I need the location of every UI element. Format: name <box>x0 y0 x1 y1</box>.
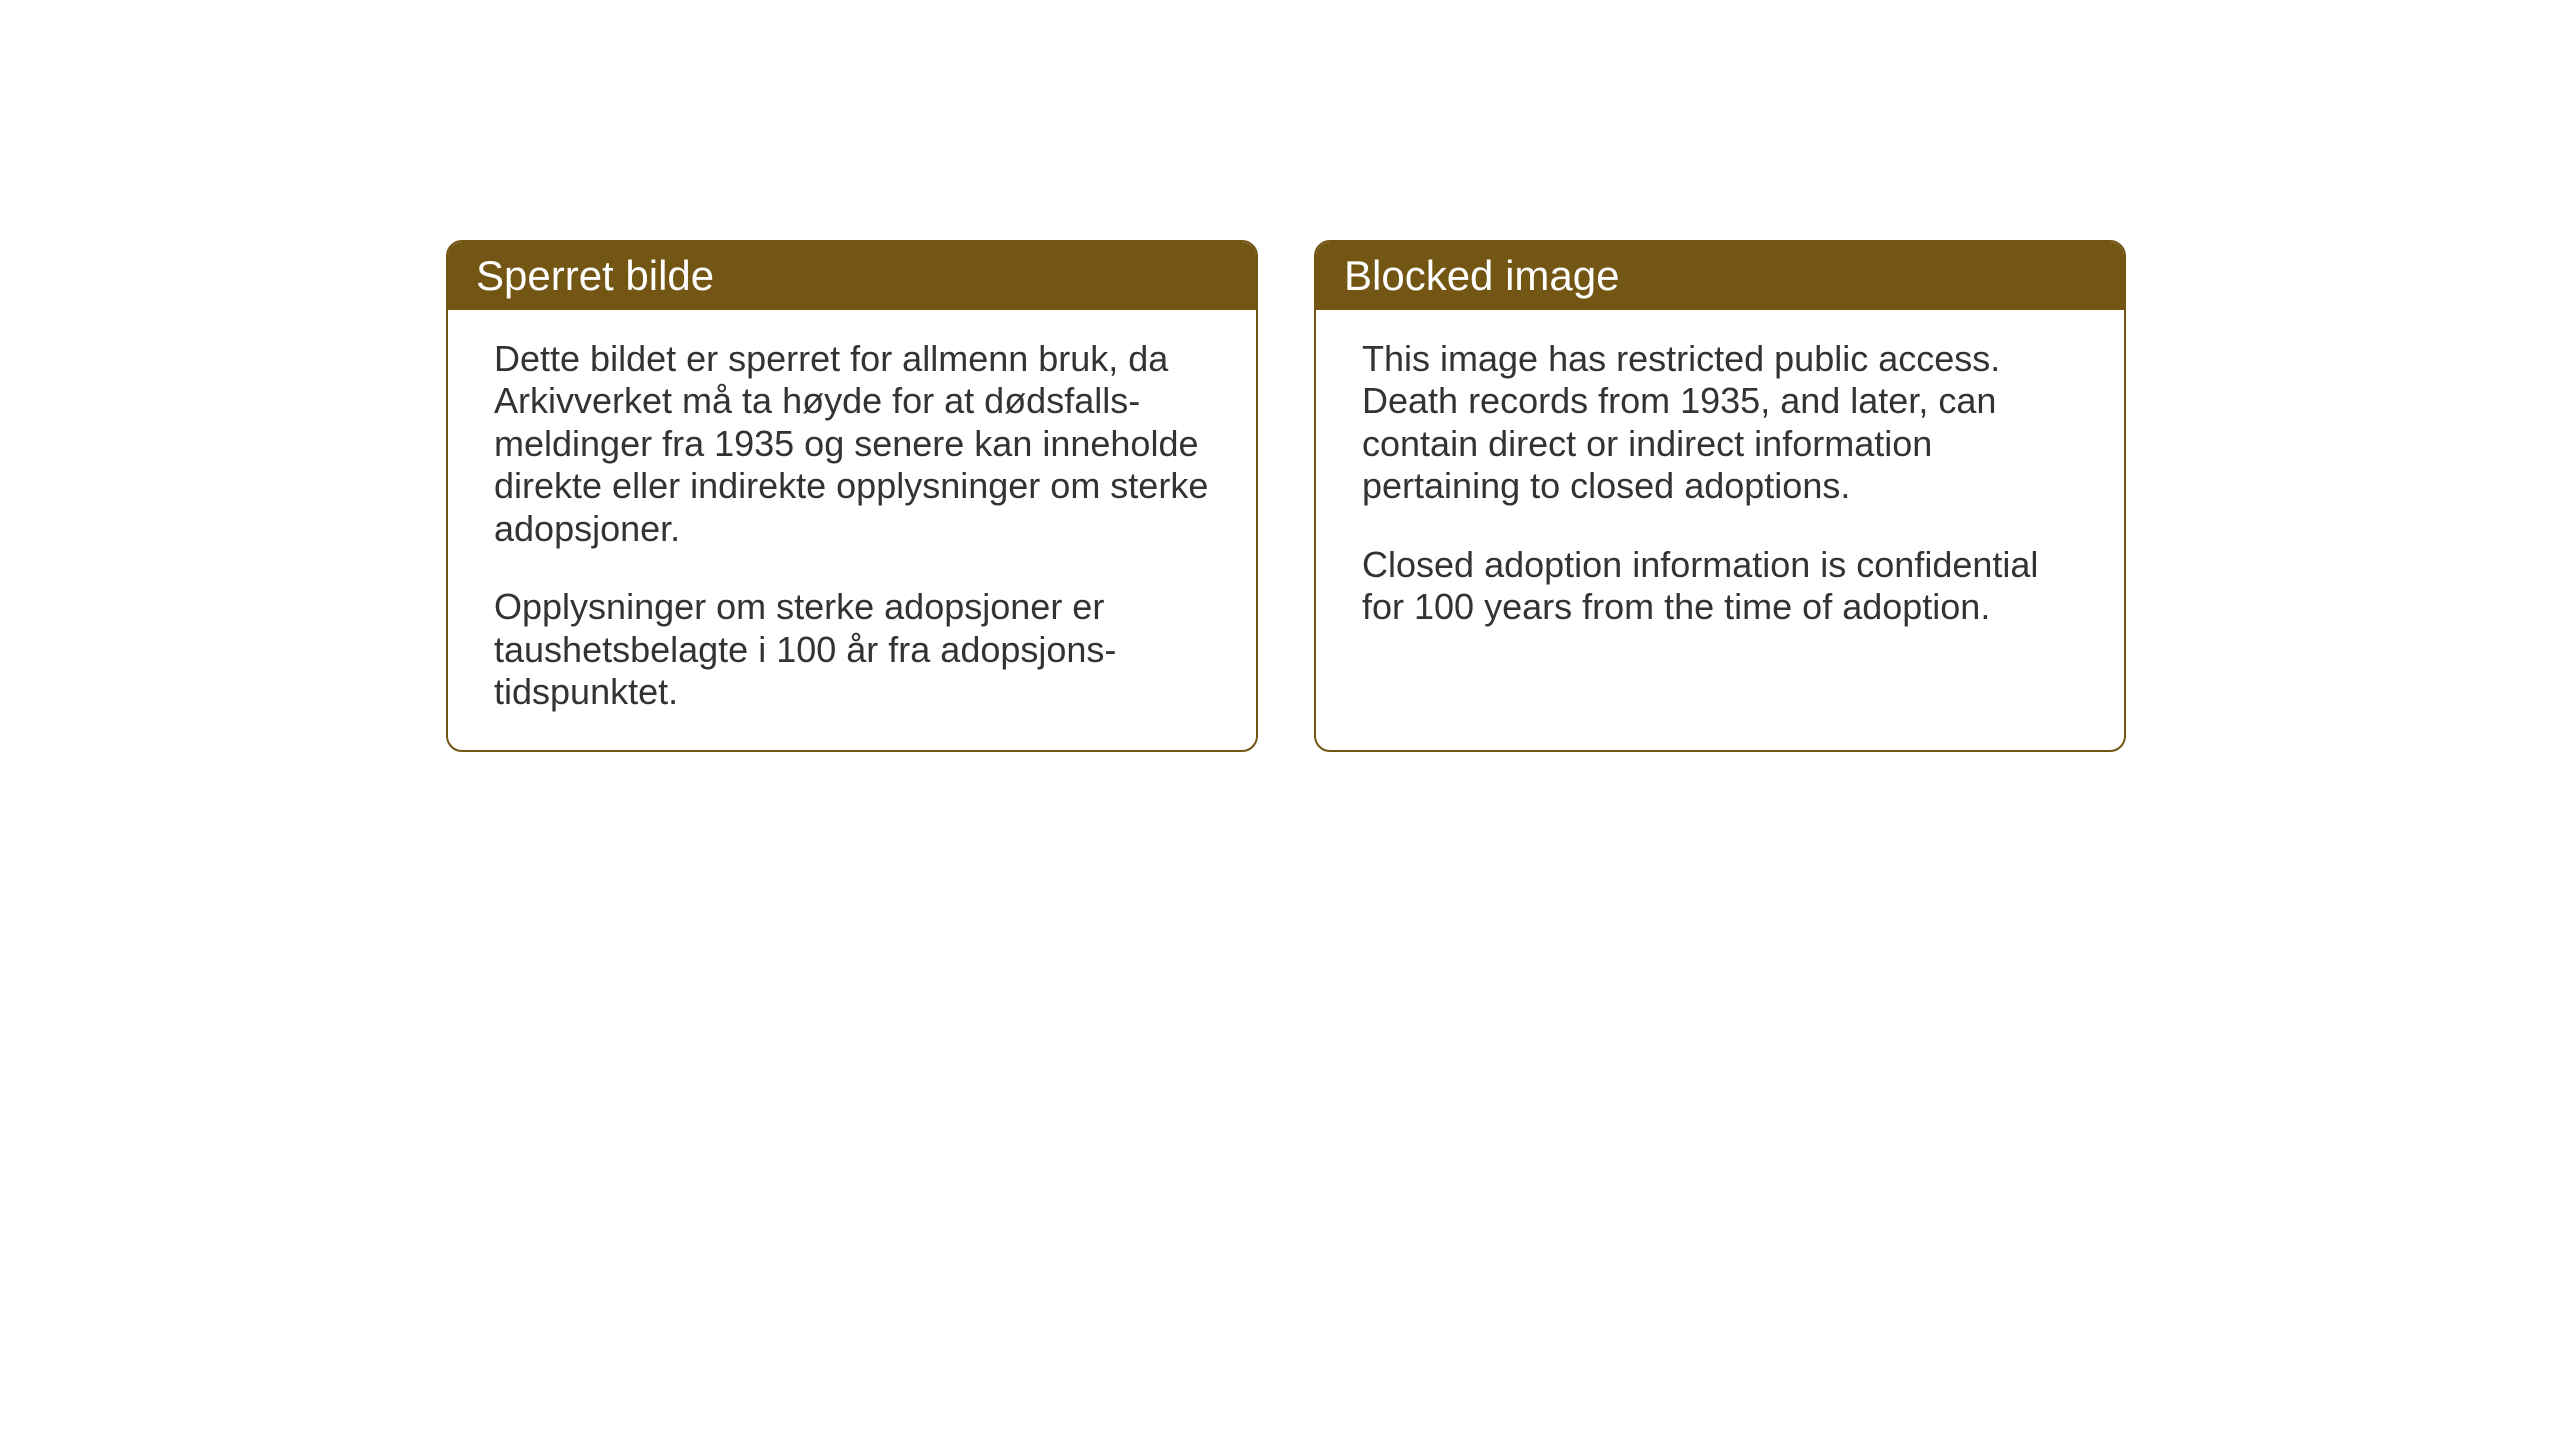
notice-container: Sperret bilde Dette bildet er sperret fo… <box>446 240 2126 752</box>
card-body-norwegian: Dette bildet er sperret for allmenn bruk… <box>448 310 1256 750</box>
card-body-english: This image has restricted public access.… <box>1316 310 2124 665</box>
card-header-norwegian: Sperret bilde <box>448 242 1256 310</box>
card-title-norwegian: Sperret bilde <box>476 252 714 299</box>
notice-card-norwegian: Sperret bilde Dette bildet er sperret fo… <box>446 240 1258 752</box>
card-header-english: Blocked image <box>1316 242 2124 310</box>
notice-card-english: Blocked image This image has restricted … <box>1314 240 2126 752</box>
card-paragraph-2-norwegian: Opplysninger om sterke adopsjoner er tau… <box>494 586 1210 713</box>
card-paragraph-2-english: Closed adoption information is confident… <box>1362 544 2078 629</box>
card-paragraph-1-english: This image has restricted public access.… <box>1362 338 2078 508</box>
card-title-english: Blocked image <box>1344 252 1619 299</box>
card-paragraph-1-norwegian: Dette bildet er sperret for allmenn bruk… <box>494 338 1210 550</box>
